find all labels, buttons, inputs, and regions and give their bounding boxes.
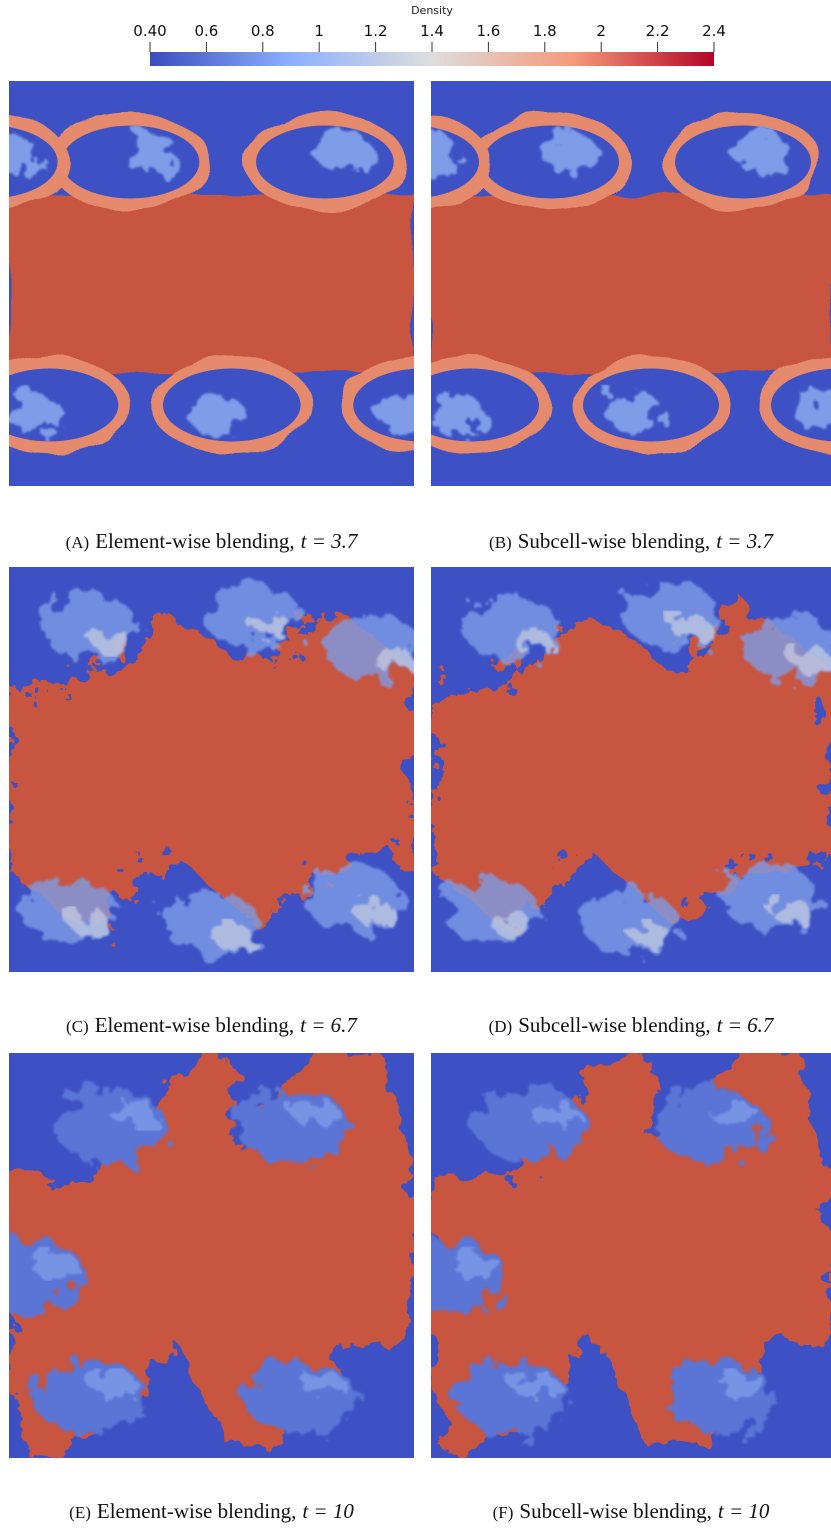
vortex-core xyxy=(735,134,791,175)
turbulence xyxy=(70,911,111,935)
turbulence xyxy=(475,1089,587,1162)
colorbar-ticks: 0.40 0.6 0.8 1 1.2 1.4 1.6 1.8 2 2.2 2.4 xyxy=(133,22,726,52)
caption: (C) Element-wise blending,t = 6.7 xyxy=(66,1013,358,1037)
tick-label: 2.2 xyxy=(646,22,670,40)
turbulence xyxy=(374,648,415,672)
turbulence xyxy=(301,1373,350,1397)
caption-label: (C) xyxy=(66,1017,89,1036)
turbulence xyxy=(212,923,253,947)
turbulence xyxy=(723,867,819,932)
turbulence xyxy=(163,891,260,956)
caption-method: Element-wise blending, xyxy=(97,1499,296,1523)
caption-time: t = 6.7 xyxy=(717,1013,775,1037)
turbulence xyxy=(655,1089,767,1162)
vortex-core xyxy=(607,393,663,434)
turbulence xyxy=(583,891,679,956)
panel-image xyxy=(395,1053,831,1458)
turbulence xyxy=(719,1373,767,1397)
tick-label: 1.6 xyxy=(476,22,500,40)
turbulence xyxy=(244,1361,357,1434)
caption-time: t = 10 xyxy=(302,1499,354,1523)
caption-time: t = 10 xyxy=(718,1499,770,1523)
panel-image xyxy=(0,1053,414,1458)
turbulence xyxy=(33,1361,146,1434)
vortex-core xyxy=(5,393,62,434)
panel-image xyxy=(9,567,422,972)
turbulence xyxy=(41,595,138,660)
caption-time: t = 3.7 xyxy=(301,529,359,553)
colorbar xyxy=(150,52,714,66)
turbulence xyxy=(236,1089,349,1162)
panel-image xyxy=(0,81,503,486)
turbulence xyxy=(293,1102,342,1126)
turbulence xyxy=(29,1251,78,1275)
turbulence xyxy=(110,1102,159,1126)
caption-method: Subcell-wise blending, xyxy=(519,1499,711,1523)
colorbar-title: Density xyxy=(411,4,453,17)
turbulence xyxy=(90,628,131,652)
turbulence xyxy=(631,923,671,947)
caption-method: Element-wise blending, xyxy=(95,529,294,553)
vortex-core xyxy=(427,393,483,434)
dense-band xyxy=(431,194,831,372)
turbulence xyxy=(491,911,531,935)
tick-label: 0.40 xyxy=(133,22,166,40)
turbulence xyxy=(90,1373,139,1397)
tick-label: 0.6 xyxy=(194,22,218,40)
vortex-core xyxy=(543,134,599,175)
turbulence xyxy=(203,583,300,648)
caption: (B) Subcell-wise blending,t = 3.7 xyxy=(489,529,774,553)
caption-time: t = 6.7 xyxy=(300,1013,358,1037)
tick-label: 1.8 xyxy=(533,22,557,40)
vortex-core xyxy=(378,393,435,434)
caption-label: (A) xyxy=(66,533,90,552)
turbulence xyxy=(451,1251,499,1275)
tick-label: 2 xyxy=(596,22,606,40)
turbulence xyxy=(663,1361,775,1434)
panels: (A) Element-wise blending, t = 3.7 (B) Subce… xyxy=(0,81,831,1523)
turbulence xyxy=(305,867,402,932)
vortex-core xyxy=(317,134,374,175)
caption-label: (F) xyxy=(493,1503,514,1522)
turbulence xyxy=(54,1089,167,1162)
caption-time: t = 3.7 xyxy=(716,529,774,553)
caption-label: (B) xyxy=(489,533,512,552)
vortex-core xyxy=(187,393,244,434)
caption-method: Subcell-wise blending, xyxy=(518,1013,710,1037)
figure: Density 0.40 0.6 0.8 1 1.2 1.4 1.6 1.8 2 2.2 2.4 (… xyxy=(0,0,831,1536)
turbulence xyxy=(511,1373,559,1397)
dense-band xyxy=(9,194,414,372)
caption-method: Subcell-wise blending, xyxy=(518,529,710,553)
turbulence xyxy=(791,648,831,672)
turbulence xyxy=(455,1361,567,1434)
caption: (D) Subcell-wise blending, t = 6.7 xyxy=(489,1013,775,1037)
tick-label: 2.4 xyxy=(702,22,726,40)
turbulence xyxy=(771,899,811,923)
turbulence xyxy=(325,616,422,681)
panel-image xyxy=(431,567,831,972)
caption: (E) Element-wise blending,t = 10 xyxy=(69,1499,354,1523)
turbulence xyxy=(511,628,551,652)
tick-label: 1.2 xyxy=(364,22,388,40)
turbulence xyxy=(443,879,539,944)
caption-label: (E) xyxy=(69,1503,91,1522)
turbulence xyxy=(252,616,293,640)
vortex-core xyxy=(122,134,179,175)
turbulence xyxy=(711,1102,759,1126)
turbulence xyxy=(623,583,719,648)
turbulence xyxy=(463,595,559,660)
caption-label: (D) xyxy=(489,1017,513,1036)
tick-label: 1 xyxy=(314,22,324,40)
tick-label: 0.8 xyxy=(251,22,275,40)
caption: (A) Element-wise blending, t = 3.7 xyxy=(66,529,359,553)
turbulence xyxy=(531,1102,579,1126)
tick-label: 1.4 xyxy=(420,22,444,40)
caption: (F) Subcell-wise blending, t = 10 xyxy=(493,1499,770,1523)
turbulence xyxy=(21,879,118,944)
turbulence xyxy=(671,616,711,640)
caption-method: Element-wise blending, xyxy=(95,1013,294,1037)
turbulence xyxy=(353,899,394,923)
